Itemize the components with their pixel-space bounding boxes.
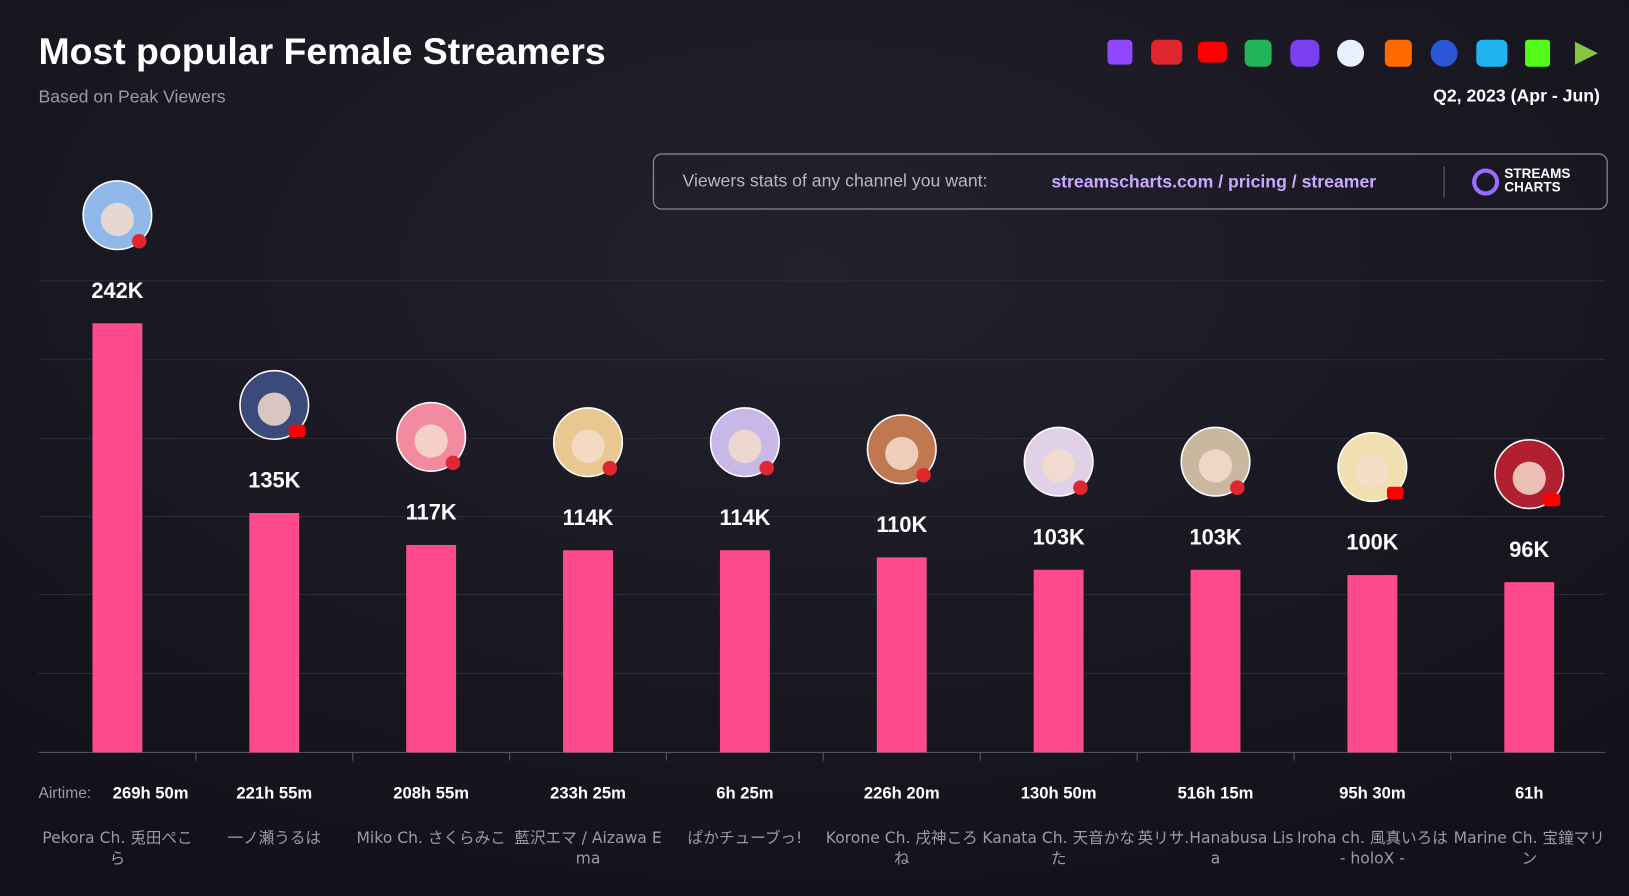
- value-label: 103K: [1189, 524, 1241, 549]
- x-label-box: Marine Ch. 宝鐘マリン: [1453, 828, 1605, 868]
- x-label-box: ぱかチューブっ!: [687, 828, 803, 847]
- platform-badge: [759, 460, 774, 476]
- value-label: 103K: [1033, 524, 1085, 549]
- bar: [1033, 569, 1084, 753]
- chart-subtitle: Based on Peak Viewers: [38, 87, 225, 107]
- brand: STREAMS CHARTS: [1504, 166, 1571, 195]
- x-label-box: Pekora Ch. 兎田ぺこら: [42, 828, 193, 868]
- bar: [406, 544, 457, 753]
- platform-badge: [288, 424, 306, 438]
- avatar-face: [1355, 454, 1390, 488]
- airtime: 233h 25m: [550, 783, 626, 802]
- x-tick-label: Iroha ch. 風真いろは - holoX -: [1296, 828, 1448, 868]
- x-tick-label: Miko Ch. さくらみこ: [356, 828, 506, 847]
- platform-badge: [1230, 480, 1245, 495]
- x-tick-label: Korone Ch. 戌神ころね: [825, 828, 978, 868]
- bar: [249, 513, 300, 753]
- avatar-face: [1512, 461, 1546, 495]
- promo-text: Viewers stats of any channel you want:: [683, 171, 988, 191]
- platform-badge: [1073, 480, 1088, 495]
- value-label: 135K: [248, 468, 300, 493]
- x-tick-label: Marine Ch. 宝鐘マリン: [1453, 828, 1605, 868]
- x-tick-label: 一ノ瀬うるは: [227, 828, 322, 847]
- x-label-box: Kanata Ch. 天音かなた: [982, 828, 1135, 868]
- airtime: 208h 55m: [393, 783, 469, 802]
- avatar-face: [885, 436, 919, 471]
- bar: [1504, 582, 1555, 753]
- avatar-face: [1198, 449, 1233, 483]
- platform-badge: [602, 460, 618, 476]
- platform-badge: [1543, 493, 1561, 507]
- chart-title: Most popular Female Streamers: [38, 30, 605, 72]
- airtime-label: Airtime:: [38, 785, 91, 802]
- value-label: 114K: [563, 505, 614, 530]
- platform-icons: [1107, 39, 1598, 67]
- bar: [719, 550, 770, 753]
- x-tick-label: 英リサ.Hanabusa Lisa: [1137, 828, 1294, 868]
- x-label-box: Korone Ch. 戌神ころね: [825, 828, 978, 868]
- x-label-box: 藍沢エマ / Aizawa Ema: [514, 828, 662, 868]
- period: Q2, 2023 (Apr - Jun): [1433, 86, 1600, 106]
- promo-link[interactable]: streamscharts.com / pricing / streamer: [1051, 172, 1376, 192]
- avatar-face: [257, 392, 291, 426]
- airtime: 516h 15m: [1178, 783, 1254, 802]
- platform-badge: [131, 233, 147, 249]
- avatar-face: [728, 429, 762, 463]
- airtime: 6h 25m: [716, 783, 773, 802]
- platform-badge: [916, 468, 931, 483]
- x-label-box: 英リサ.Hanabusa Lisa: [1137, 828, 1294, 868]
- bar: [563, 550, 613, 753]
- value-label: 242K: [91, 278, 143, 303]
- bar: [876, 557, 927, 753]
- value-label: 96K: [1509, 537, 1549, 562]
- x-label-box: Miko Ch. さくらみこ: [356, 828, 506, 847]
- x-tick-label: ぱかチューブっ!: [687, 828, 803, 847]
- airtime: 269h 50m: [113, 783, 189, 802]
- platform-badge: [1386, 486, 1404, 500]
- airtime: 95h 30m: [1339, 783, 1405, 802]
- airtime: 61h: [1515, 783, 1544, 802]
- x-label-box: 一ノ瀬うるは: [227, 828, 322, 847]
- promo-banner: [652, 153, 1608, 210]
- avatar-face: [100, 202, 135, 237]
- bar: [92, 323, 143, 753]
- x-tick-label: Kanata Ch. 天音かなた: [982, 828, 1135, 868]
- airtime: 130h 50m: [1021, 783, 1097, 802]
- avatar-face: [1042, 449, 1076, 483]
- airtime: 221h 55m: [236, 783, 312, 802]
- x-tick-label: 藍沢エマ / Aizawa Ema: [514, 828, 662, 868]
- brand-box: STREAMS CHARTS: [1504, 166, 1571, 195]
- grid: [38, 280, 1606, 674]
- avatar-face: [571, 429, 605, 463]
- x-label-box: Iroha ch. 風真いろは - holoX -: [1296, 828, 1448, 868]
- platform-badge: [445, 455, 461, 471]
- airtime: 226h 20m: [864, 783, 940, 802]
- x-tick-label: Pekora Ch. 兎田ぺこら: [42, 828, 193, 868]
- value-label: 117K: [406, 500, 457, 525]
- bar: [1190, 569, 1241, 753]
- value-label: 110K: [876, 512, 927, 537]
- bar: [1347, 575, 1398, 753]
- avatar-face: [414, 424, 448, 458]
- value-label: 100K: [1346, 530, 1398, 555]
- value-label: 114K: [719, 505, 770, 530]
